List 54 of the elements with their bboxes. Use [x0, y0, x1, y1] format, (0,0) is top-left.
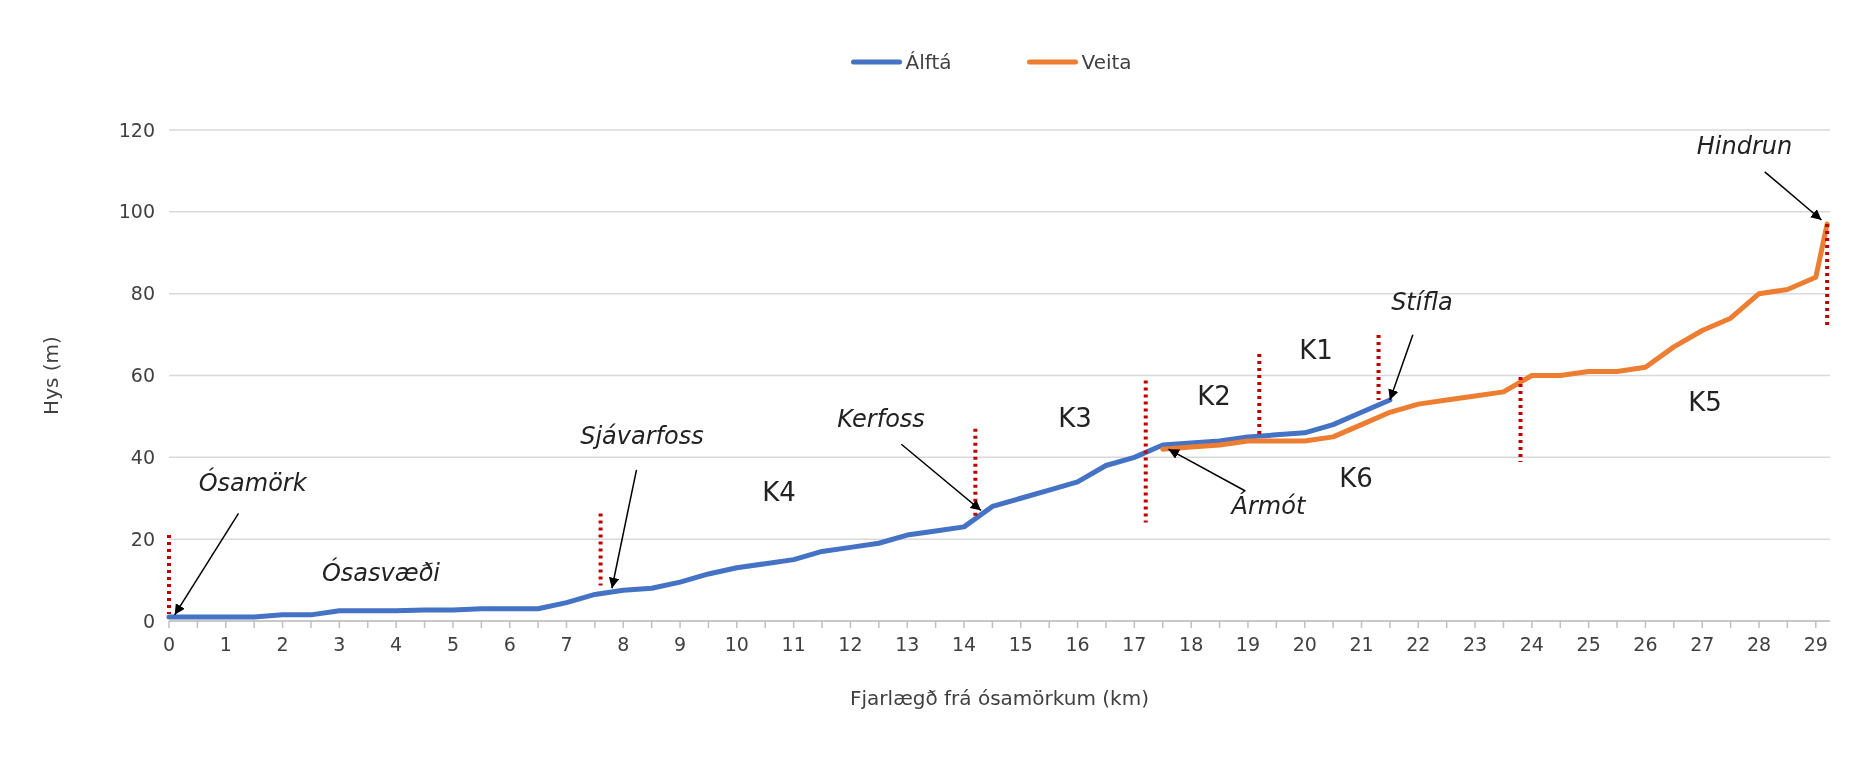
x-tick-label: 23	[1462, 633, 1488, 655]
x-tick-label: 20	[1292, 633, 1317, 655]
x-tick-label: 7	[560, 633, 573, 655]
x-tick-label: 14	[951, 633, 977, 655]
annotation: K5	[1688, 387, 1722, 418]
annotation: Ósasvæði	[321, 557, 441, 588]
y-tick-label: 100	[118, 200, 155, 223]
annotation: K3	[1058, 403, 1092, 434]
y-axis-title: Hys (m)	[39, 336, 63, 415]
x-tick-label: 26	[1633, 633, 1658, 655]
x-tick-label: 9	[674, 633, 687, 655]
annotation: Ósamörk	[198, 466, 308, 497]
x-tick-label: 5	[446, 633, 459, 655]
x-axis-title: Fjarlægð frá ósamörkum (km)	[850, 686, 1149, 710]
legend-label: Veita	[1081, 50, 1132, 74]
annotation: K4	[762, 477, 796, 508]
x-tick-label: 29	[1803, 633, 1828, 655]
x-tick-label: 27	[1690, 633, 1715, 655]
x-tick-label: 17	[1122, 633, 1147, 655]
y-tick-label: 80	[130, 282, 155, 305]
x-tick-label: 1	[219, 633, 232, 655]
x-tick-label: 21	[1349, 633, 1374, 655]
annotation: K1	[1299, 335, 1333, 366]
x-tick-label: 12	[838, 633, 863, 655]
x-tick-label: 24	[1519, 633, 1544, 655]
annotation: Stífla	[1391, 288, 1453, 317]
annotation: K6	[1339, 463, 1373, 494]
x-tick-label: 8	[617, 633, 630, 655]
x-tick-label: 2	[276, 633, 289, 655]
x-tick-label: 16	[1065, 633, 1090, 655]
x-tick-label: 0	[162, 633, 176, 655]
legend-label: Álftá	[905, 50, 952, 74]
y-tick-label: 0	[142, 609, 155, 632]
y-tick-label: 20	[130, 527, 155, 550]
x-tick-label: 6	[503, 633, 516, 655]
x-tick-label: 11	[781, 633, 806, 655]
y-tick-label: 40	[130, 445, 155, 468]
x-tick-label: 15	[1008, 633, 1033, 655]
x-tick-label: 10	[724, 633, 749, 655]
y-tick-label: 60	[130, 364, 155, 387]
x-tick-label: 28	[1746, 633, 1772, 655]
annotation: Sjávarfoss	[580, 422, 704, 451]
x-tick-label: 13	[895, 633, 920, 655]
x-tick-label: 19	[1235, 633, 1261, 655]
x-tick-label: 3	[333, 633, 346, 655]
annotation: Hindrun	[1696, 132, 1793, 161]
x-tick-label: 22	[1406, 633, 1431, 655]
annotation: K2	[1197, 381, 1231, 412]
x-tick-label: 4	[390, 633, 403, 655]
x-tick-label: 25	[1576, 633, 1601, 655]
y-tick-label: 120	[118, 118, 155, 141]
annotation: Kerfoss	[837, 404, 925, 433]
x-tick-label: 18	[1179, 633, 1204, 655]
annotation: Ármót	[1229, 490, 1307, 520]
